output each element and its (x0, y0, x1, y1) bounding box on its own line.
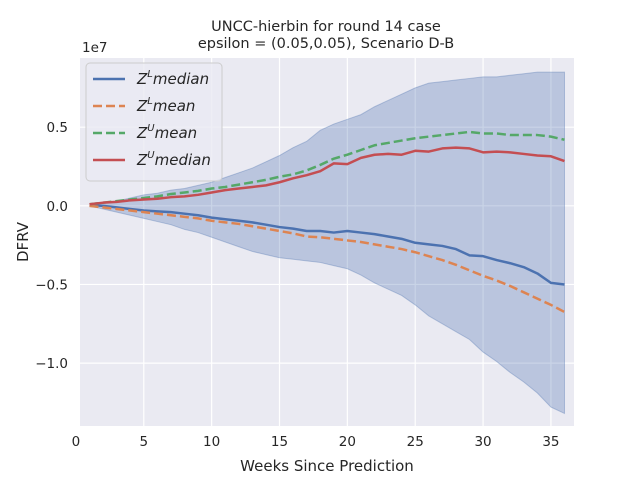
x-tick-label: 10 (203, 434, 220, 450)
legend-box (85, 62, 223, 182)
x-tick-label: 5 (139, 434, 148, 450)
legend-label-sup: U (147, 150, 155, 161)
x-tick-label: 25 (407, 434, 424, 450)
legend-label: ZLmean (136, 96, 195, 115)
y-offset-label: 1e7 (82, 40, 107, 56)
x-tick-label: 15 (271, 434, 288, 450)
uncertainty-band (89, 71, 565, 415)
x-tick-label: 30 (474, 434, 491, 450)
chart-title-line-1: UNCC-hierbin for round 14 case (211, 19, 441, 35)
series-line-2 (89, 204, 566, 314)
series-line-3 (89, 130, 565, 206)
y-axis-label: DFRV (14, 221, 32, 262)
x-tick-label: 0 (72, 434, 81, 450)
y-tick-label: 0.0 (47, 199, 68, 215)
y-tick-label: 0.5 (47, 120, 68, 136)
x-tick-label: 20 (339, 434, 356, 450)
y-tick-labels: −1.0 −0.5 0.0 0.5 (35, 120, 68, 372)
y-tick-label: −1.0 (35, 356, 68, 372)
legend-label-sup: U (147, 123, 155, 134)
uncertainty-band-layer (89, 71, 565, 415)
x-tick-labels: 0 5 10 15 20 25 30 35 (72, 434, 560, 450)
legend-label: ZLmedian (136, 69, 209, 88)
legend-label-sup: L (147, 69, 153, 80)
legend-label-word: mean (155, 124, 198, 142)
legend-label-base: Z (136, 151, 148, 169)
legend-label-base: Z (136, 70, 148, 88)
legend-label-word: mean (153, 97, 196, 115)
legend-label: ZUmean (136, 123, 197, 142)
y-tick-label: −0.5 (35, 277, 68, 293)
legend-label-sup: L (147, 96, 153, 107)
series-layer (89, 130, 566, 314)
x-axis-label: Weeks Since Prediction (240, 457, 414, 475)
legend-label-base: Z (136, 124, 148, 142)
x-tick-label: 35 (542, 434, 559, 450)
legend-label-word: median (153, 70, 209, 88)
series-line-1 (89, 203, 565, 286)
chart-title-line-2: epsilon = (0.05,0.05), Scenario D-B (198, 36, 454, 52)
series-line-4 (89, 146, 565, 206)
legend-label-base: Z (136, 97, 148, 115)
legend-label: ZUmedian (136, 150, 211, 169)
legend-label-word: median (155, 151, 211, 169)
